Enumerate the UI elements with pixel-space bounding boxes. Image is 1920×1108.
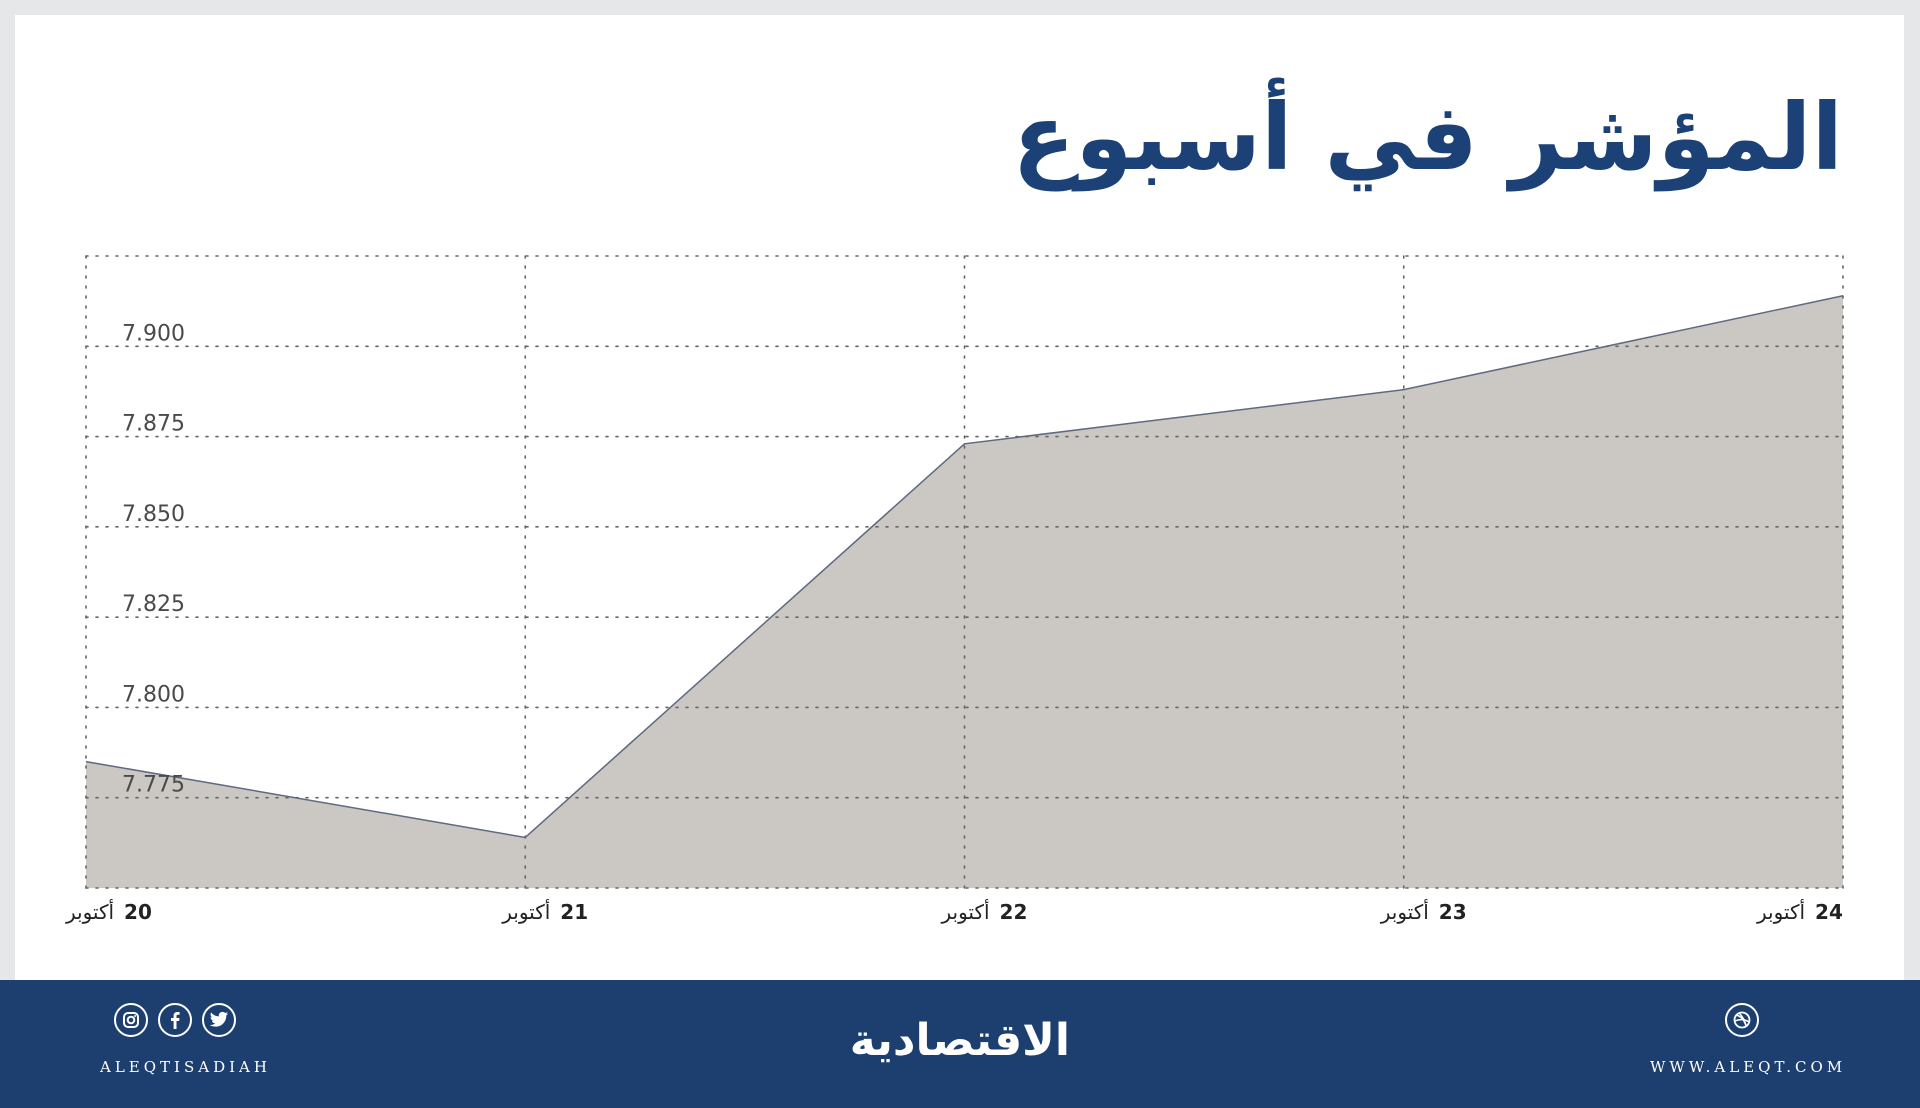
website-url[interactable]: WWW.ALEQT.COM bbox=[1650, 1058, 1847, 1076]
website-link-icon-wrap bbox=[1725, 1003, 1759, 1037]
x-tick-month: أكتوبر bbox=[941, 900, 990, 924]
x-tick-month: أكتوبر bbox=[1380, 900, 1429, 924]
y-tick-label: 7.875 bbox=[122, 412, 185, 437]
footer: ALEQTISADIAH الاقتصادية WWW.ALEQT.COM bbox=[0, 980, 1920, 1108]
y-tick-label: 7.800 bbox=[122, 682, 185, 707]
x-tick-label: 20 أكتوبر bbox=[66, 900, 152, 924]
brand-logo: الاقتصادية bbox=[849, 1015, 1071, 1066]
x-tick-month: أكتوبر bbox=[1757, 900, 1806, 924]
page-title: المؤشر في أسبوع bbox=[1012, 84, 1845, 191]
x-tick-day: 23 bbox=[1438, 900, 1467, 924]
x-tick-day: 21 bbox=[560, 900, 589, 924]
x-tick-day: 24 bbox=[1815, 900, 1843, 924]
y-tick-label: 7.825 bbox=[122, 592, 185, 617]
area-series-outline bbox=[85, 294, 1844, 839]
x-tick-day: 22 bbox=[999, 900, 1028, 924]
area-series bbox=[86, 295, 1843, 888]
y-tick-label: 7.775 bbox=[122, 773, 185, 798]
social-links bbox=[114, 1003, 236, 1037]
x-tick-month: أكتوبر bbox=[502, 900, 551, 924]
y-tick-label: 7.900 bbox=[122, 321, 185, 346]
twitter-icon[interactable] bbox=[202, 1003, 236, 1037]
x-tick-month: أكتوبر bbox=[66, 900, 115, 924]
y-axis-labels: 7.900 7.875 7.850 7.825 7.800 7.775 bbox=[122, 321, 185, 797]
x-tick-label: 23 أكتوبر bbox=[1381, 900, 1467, 924]
dribbble-icon[interactable] bbox=[1725, 1003, 1759, 1037]
instagram-icon[interactable] bbox=[114, 1003, 148, 1037]
y-tick-label: 7.850 bbox=[122, 502, 185, 527]
x-tick-day: 20 bbox=[124, 900, 152, 924]
x-tick-label: 21 أكتوبر bbox=[502, 900, 588, 924]
facebook-icon[interactable] bbox=[158, 1003, 192, 1037]
social-handle[interactable]: ALEQTISADIAH bbox=[100, 1058, 271, 1076]
x-tick-label: 22 أكتوبر bbox=[942, 900, 1028, 924]
x-tick-label: 24 أكتوبر bbox=[1757, 900, 1843, 924]
